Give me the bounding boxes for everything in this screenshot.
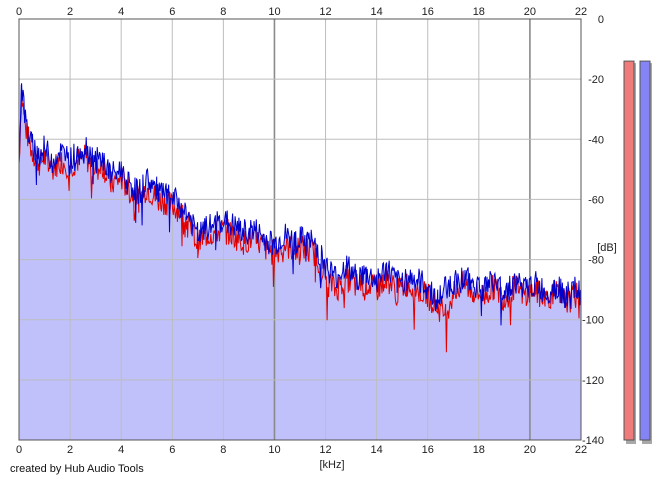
level-meter-left: [623, 60, 635, 441]
x-axis-label: [kHz]: [319, 459, 344, 471]
level-meter-right: [639, 60, 651, 441]
y-tick-label: -120: [582, 375, 604, 387]
x-tick-label-bottom: 20: [524, 444, 536, 456]
x-tick-label-top: 12: [319, 6, 331, 18]
x-tick-label-top: 16: [422, 6, 434, 18]
x-tick-label-bottom: 14: [371, 444, 383, 456]
x-tick-label-top: 2: [67, 6, 73, 18]
x-tick-label-bottom: 4: [118, 444, 124, 456]
y-tick-label: -140: [582, 435, 604, 447]
credit-label: created by Hub Audio Tools: [10, 463, 144, 475]
x-tick-label-top: 22: [575, 6, 587, 18]
x-tick-label-top: 20: [524, 6, 536, 18]
x-tick-label-bottom: 0: [16, 444, 22, 456]
x-tick-label-top: 4: [118, 6, 124, 18]
y-tick-label: -40: [588, 134, 604, 146]
x-tick-label-bottom: 8: [220, 444, 226, 456]
series-line-blue: [18, 83, 582, 326]
x-tick-label-bottom: 2: [67, 444, 73, 456]
x-tick-label-top: 0: [16, 6, 22, 18]
x-tick-label-bottom: 18: [473, 444, 485, 456]
x-tick-label-top: 6: [169, 6, 175, 18]
x-tick-label-top: 18: [473, 6, 485, 18]
y-tick-label: -100: [582, 315, 604, 327]
x-tick-label-bottom: 6: [169, 444, 175, 456]
x-tick-label-top: 14: [371, 6, 383, 18]
x-tick-label-bottom: 12: [319, 444, 331, 456]
y-axis-label: [dB]: [597, 242, 617, 254]
x-tick-label-bottom: 22: [575, 444, 587, 456]
x-tick-label-top: 8: [220, 6, 226, 18]
y-tick-label: 0: [598, 14, 604, 26]
y-tick-label: -20: [588, 74, 604, 86]
series-line-red: [18, 91, 582, 353]
plot-frame: [18, 18, 582, 441]
y-tick-label: -80: [588, 255, 604, 267]
x-tick-label-bottom: 16: [422, 444, 434, 456]
y-tick-label: -60: [588, 194, 604, 206]
x-tick-label-bottom: 10: [268, 444, 280, 456]
x-tick-label-top: 10: [268, 6, 280, 18]
